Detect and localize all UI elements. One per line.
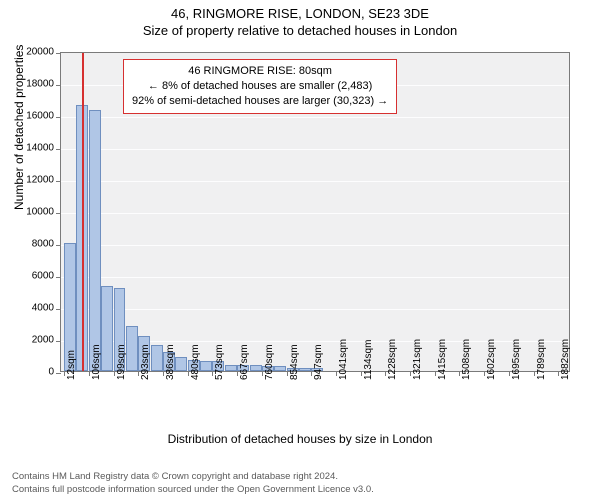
xtick-label: 293sqm	[140, 344, 151, 380]
xtick-mark	[509, 371, 510, 376]
credits-line-1: Contains HM Land Registry data © Crown c…	[12, 471, 588, 483]
property-marker-line	[82, 53, 84, 371]
x-axis-label: Distribution of detached houses by size …	[0, 432, 600, 446]
ytick-label: 4000	[32, 303, 54, 314]
ytick-mark	[56, 85, 61, 86]
histogram-bar	[299, 368, 311, 371]
credits-line-2: Contains full postcode information sourc…	[12, 484, 588, 496]
chart-area: 46 RINGMORE RISE: 80sqm ← 8% of detached…	[60, 52, 570, 422]
xtick-label: 1321sqm	[412, 339, 423, 380]
gridline	[61, 277, 569, 278]
xtick-label: 1602sqm	[486, 339, 497, 380]
xtick-mark	[188, 371, 189, 376]
ytick-mark	[56, 181, 61, 182]
ytick-mark	[56, 341, 61, 342]
xtick-label: 106sqm	[91, 344, 102, 380]
ytick-label: 10000	[26, 207, 54, 218]
annotation-box: 46 RINGMORE RISE: 80sqm ← 8% of detached…	[123, 59, 397, 114]
xtick-label: 1041sqm	[338, 339, 349, 380]
xtick-label: 1882sqm	[560, 339, 571, 380]
title-line-2: Size of property relative to detached ho…	[0, 23, 600, 40]
gridline	[61, 181, 569, 182]
ytick-mark	[56, 245, 61, 246]
title-block: 46, RINGMORE RISE, LONDON, SE23 3DE Size…	[0, 0, 600, 40]
chart-container: 46, RINGMORE RISE, LONDON, SE23 3DE Size…	[0, 0, 600, 500]
ytick-label: 20000	[26, 47, 54, 58]
xtick-mark	[163, 371, 164, 376]
ytick-label: 2000	[32, 335, 54, 346]
ytick-label: 16000	[26, 111, 54, 122]
y-axis-label: Number of detached properties	[12, 45, 26, 210]
xtick-label: 1134sqm	[363, 340, 374, 380]
annotation-line-3: 92% of semi-detached houses are larger (…	[132, 94, 388, 109]
xtick-mark	[410, 371, 411, 376]
histogram-bar	[250, 365, 262, 371]
ytick-label: 8000	[32, 239, 54, 250]
ytick-label: 6000	[32, 271, 54, 282]
xtick-mark	[336, 371, 337, 376]
xtick-label: 480sqm	[190, 344, 201, 380]
xtick-mark	[89, 371, 90, 376]
histogram-bar	[175, 357, 187, 371]
xtick-label: 947sqm	[313, 344, 324, 380]
histogram-bar	[89, 110, 101, 371]
xtick-label: 1508sqm	[461, 339, 472, 380]
histogram-bar	[126, 326, 138, 371]
ytick-mark	[56, 117, 61, 118]
ytick-mark	[56, 277, 61, 278]
plot-region: 46 RINGMORE RISE: 80sqm ← 8% of detached…	[60, 52, 570, 372]
ytick-label: 14000	[26, 143, 54, 154]
histogram-bar	[101, 286, 113, 371]
xtick-mark	[262, 371, 263, 376]
xtick-mark	[534, 371, 535, 376]
histogram-bar	[200, 361, 212, 371]
histogram-bar	[225, 365, 237, 371]
credits: Contains HM Land Registry data © Crown c…	[12, 471, 588, 496]
ytick-label: 12000	[26, 175, 54, 186]
ytick-mark	[56, 373, 61, 374]
xtick-mark	[361, 371, 362, 376]
gridline	[61, 149, 569, 150]
annotation-line-2: ← 8% of detached houses are smaller (2,4…	[132, 79, 388, 94]
gridline	[61, 213, 569, 214]
xtick-label: 573sqm	[214, 344, 225, 380]
ytick-mark	[56, 309, 61, 310]
xtick-mark	[435, 371, 436, 376]
xtick-mark	[64, 371, 65, 376]
xtick-label: 1695sqm	[511, 339, 522, 380]
title-line-1: 46, RINGMORE RISE, LONDON, SE23 3DE	[0, 6, 600, 23]
ytick-mark	[56, 149, 61, 150]
histogram-bar	[274, 366, 286, 371]
ytick-label: 18000	[26, 79, 54, 90]
ytick-mark	[56, 213, 61, 214]
xtick-label: 760sqm	[264, 344, 275, 380]
gridline	[61, 245, 569, 246]
ytick-label: 0	[48, 367, 54, 378]
xtick-mark	[287, 371, 288, 376]
xtick-label: 12sqm	[66, 350, 77, 380]
gridline	[61, 309, 569, 310]
xtick-label: 667sqm	[239, 344, 250, 380]
gridline	[61, 117, 569, 118]
annotation-line-1: 46 RINGMORE RISE: 80sqm	[132, 64, 388, 79]
xtick-label: 199sqm	[116, 344, 127, 380]
xtick-label: 854sqm	[289, 344, 300, 380]
xtick-label: 1415sqm	[437, 339, 448, 380]
xtick-mark	[114, 371, 115, 376]
xtick-label: 386sqm	[165, 344, 176, 380]
xtick-label: 1228sqm	[387, 339, 398, 380]
histogram-bar	[151, 345, 163, 371]
ytick-mark	[56, 53, 61, 54]
xtick-label: 1789sqm	[536, 339, 547, 380]
